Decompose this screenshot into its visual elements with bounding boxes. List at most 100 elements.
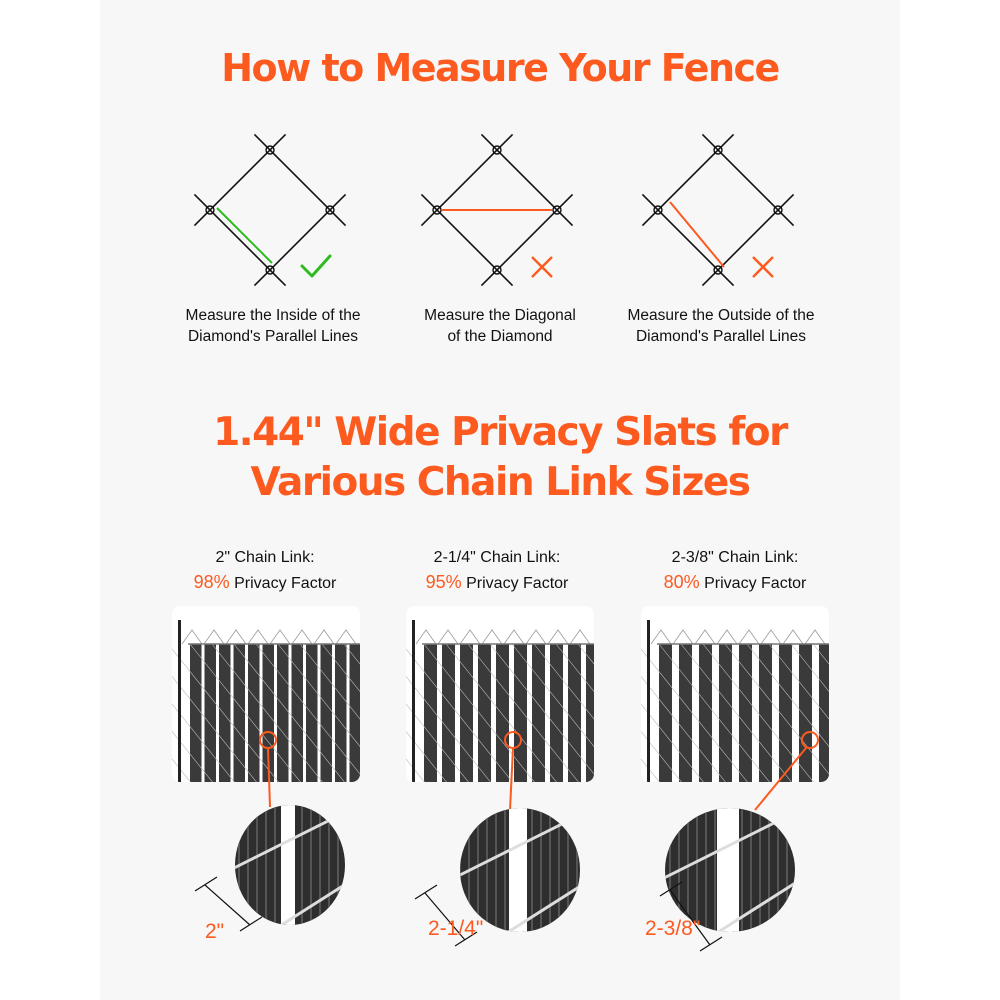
caption-line: Measure the Inside of the bbox=[185, 307, 361, 324]
dimension-tick bbox=[414, 884, 438, 900]
zoom-detail bbox=[235, 805, 345, 925]
caption-outside: Measure the Outside of the Diamond's Para… bbox=[606, 305, 836, 347]
callout-line bbox=[267, 747, 271, 808]
diamond-diagram-diagonal bbox=[420, 133, 574, 287]
callout-line bbox=[509, 747, 514, 811]
privacy-slat bbox=[262, 644, 274, 782]
wire-line bbox=[253, 133, 347, 227]
wire-line bbox=[480, 133, 574, 227]
privacy-slat bbox=[739, 644, 752, 782]
barbed-top-wire bbox=[291, 629, 313, 645]
barbed-top-wire bbox=[335, 629, 357, 645]
wire-twist bbox=[713, 145, 723, 155]
chain-link-size: 2-3/8" Chain Link: bbox=[671, 549, 799, 566]
wire-line bbox=[701, 133, 795, 227]
zoom-detail bbox=[665, 808, 795, 932]
chain-wire bbox=[299, 643, 360, 782]
barbed-top-wire bbox=[481, 629, 503, 645]
subtitle-line: 1.44" Wide Privacy Slats for bbox=[213, 410, 788, 455]
privacy-slat bbox=[219, 644, 231, 782]
privacy-slat bbox=[478, 644, 491, 782]
diamond-diagram-inside bbox=[193, 133, 347, 287]
fence-illustration-2-3-8: 2-3/8" bbox=[641, 606, 829, 952]
privacy-slat bbox=[819, 644, 829, 782]
chain-wire bbox=[746, 643, 829, 782]
dimension-label: 2-3/8" bbox=[645, 917, 700, 940]
wire-line bbox=[480, 193, 574, 287]
wire-line bbox=[420, 193, 514, 287]
wire-twist bbox=[432, 205, 442, 215]
barbed-top-wire bbox=[415, 629, 437, 645]
privacy-slat bbox=[248, 644, 260, 782]
dimension-tick bbox=[194, 876, 218, 892]
privacy-slat bbox=[460, 644, 473, 782]
dimension-tick bbox=[239, 916, 263, 932]
chain-wire bbox=[172, 643, 223, 782]
chain-link-size: 2" Chain Link: bbox=[215, 549, 315, 566]
chain-wire bbox=[489, 643, 594, 782]
wire-twist bbox=[492, 145, 502, 155]
dimension-label: 2-1/4" bbox=[428, 917, 483, 940]
barbed-top-wire bbox=[313, 629, 335, 645]
x-icon bbox=[531, 256, 553, 278]
chain-wire bbox=[172, 643, 245, 782]
wire-twist bbox=[552, 205, 562, 215]
chain-wire bbox=[406, 643, 501, 782]
callout-line bbox=[754, 747, 807, 811]
chain-wire bbox=[533, 643, 594, 782]
chain-wire bbox=[467, 643, 589, 782]
barbed-top-wire bbox=[782, 629, 804, 645]
measure-line bbox=[216, 207, 273, 264]
caption-line: Measure the Outside of the bbox=[627, 307, 815, 324]
privacy-slat bbox=[424, 644, 437, 782]
privacy-slat bbox=[204, 644, 216, 782]
privacy-slat bbox=[568, 644, 581, 782]
chain-wire bbox=[555, 643, 594, 782]
dimension-tick bbox=[659, 881, 683, 897]
privacy-slat bbox=[679, 644, 692, 782]
chain-wire bbox=[423, 643, 545, 782]
wire-twist bbox=[492, 265, 502, 275]
privacy-slat bbox=[349, 644, 360, 782]
size-heading-2-1-4: 2-1/4" Chain Link: 95% Privacy Factor bbox=[382, 545, 612, 596]
target-circle-icon bbox=[801, 731, 819, 749]
x-stroke bbox=[531, 256, 553, 278]
privacy-slat bbox=[550, 644, 563, 782]
subtitle: 1.44" Wide Privacy Slats for Various Chai… bbox=[100, 408, 900, 508]
wire-line bbox=[641, 133, 735, 227]
wire-line bbox=[193, 133, 287, 227]
size-heading-2-3-8: 2-3/8" Chain Link: 80% Privacy Factor bbox=[620, 545, 850, 596]
checkmark-icon bbox=[300, 254, 332, 278]
fence-post bbox=[647, 620, 650, 782]
privacy-percent: 80% bbox=[663, 572, 700, 592]
slat-gap bbox=[509, 808, 527, 932]
barbed-top-wire bbox=[804, 629, 826, 645]
privacy-slat bbox=[532, 644, 545, 782]
wire-line bbox=[641, 193, 735, 287]
barbed-top-wire bbox=[547, 629, 569, 645]
barbed-top-wire bbox=[716, 629, 738, 645]
fence-photo bbox=[406, 606, 594, 782]
wire-twist bbox=[773, 205, 783, 215]
chain-wire bbox=[641, 643, 692, 782]
barbed-top-wire bbox=[569, 629, 591, 645]
privacy-slat bbox=[586, 644, 594, 782]
chain-wire bbox=[211, 643, 333, 782]
chain-wire bbox=[658, 643, 780, 782]
diamond-diagram-outside bbox=[641, 133, 795, 287]
checkmark-stroke bbox=[300, 254, 332, 278]
privacy-slat bbox=[659, 644, 672, 782]
size-heading-2: 2" Chain Link: 98% Privacy Factor bbox=[150, 545, 380, 596]
chain-wire bbox=[680, 643, 802, 782]
chain-wire bbox=[172, 643, 267, 782]
wire-twist bbox=[653, 205, 663, 215]
chain-wire bbox=[702, 643, 824, 782]
chain-wire bbox=[406, 643, 523, 782]
privacy-slat bbox=[277, 644, 289, 782]
dimension-label: 2" bbox=[205, 920, 224, 943]
barbed-top-wire bbox=[672, 629, 694, 645]
barbed-top-wire bbox=[650, 629, 672, 645]
wire-line bbox=[701, 193, 795, 287]
privacy-slat bbox=[779, 644, 792, 782]
privacy-slat bbox=[496, 644, 509, 782]
